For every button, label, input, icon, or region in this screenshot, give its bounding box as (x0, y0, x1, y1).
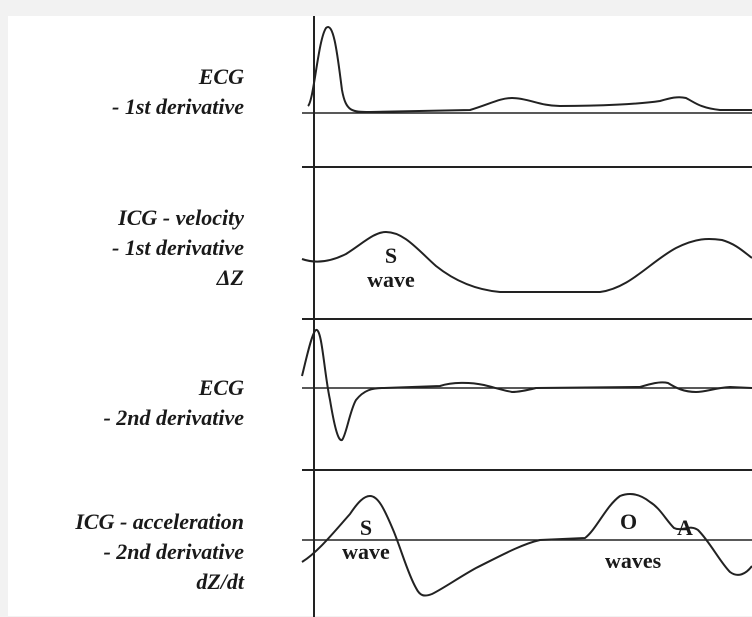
s-wave-annotation-velocity: S wave (352, 244, 430, 292)
panel-label-ecg-1st-derivative: ECG - 1st derivative (112, 62, 244, 122)
icg-velocity-trace (301, 230, 752, 293)
icg-acceleration-trace (301, 493, 752, 597)
a-wave-label: A (677, 515, 693, 540)
panel-label-line: ΔZ (216, 265, 244, 290)
panel-label-line: - 1st derivative (112, 235, 244, 260)
o-wave-label: O (620, 509, 638, 534)
ecg-1st-derivative-trace (307, 25, 752, 114)
panel-label-ecg-2nd-derivative: ECG - 2nd derivative (103, 373, 244, 433)
panel-label-line: ECG (198, 64, 244, 89)
panel-label-line: ICG - acceleration (75, 509, 244, 534)
panel-label-icg-velocity: ICG - velocity - 1st derivative ΔZ (112, 203, 244, 293)
s-wave-annotation-acceleration: S wave (326, 516, 406, 564)
s-label: S (384, 243, 398, 268)
panel-label-line: - 2nd derivative (103, 405, 244, 430)
panel-label-line: dZ/dt (196, 569, 244, 594)
s-label: S (359, 515, 373, 540)
panel-label-line: - 1st derivative (112, 94, 244, 119)
panel-label-line: - 2nd derivative (103, 539, 244, 564)
oa-waves-label: waves (605, 548, 662, 573)
plot-background (8, 16, 752, 616)
panel-label-line: ICG - velocity (118, 205, 244, 230)
ecg-2nd-derivative-trace (301, 328, 752, 441)
panel-label-line: ECG (198, 375, 244, 400)
wave-label: wave (367, 267, 415, 292)
panel-label-icg-acceleration: ICG - acceleration - 2nd derivative dZ/d… (75, 507, 244, 597)
wave-label: wave (342, 539, 390, 564)
